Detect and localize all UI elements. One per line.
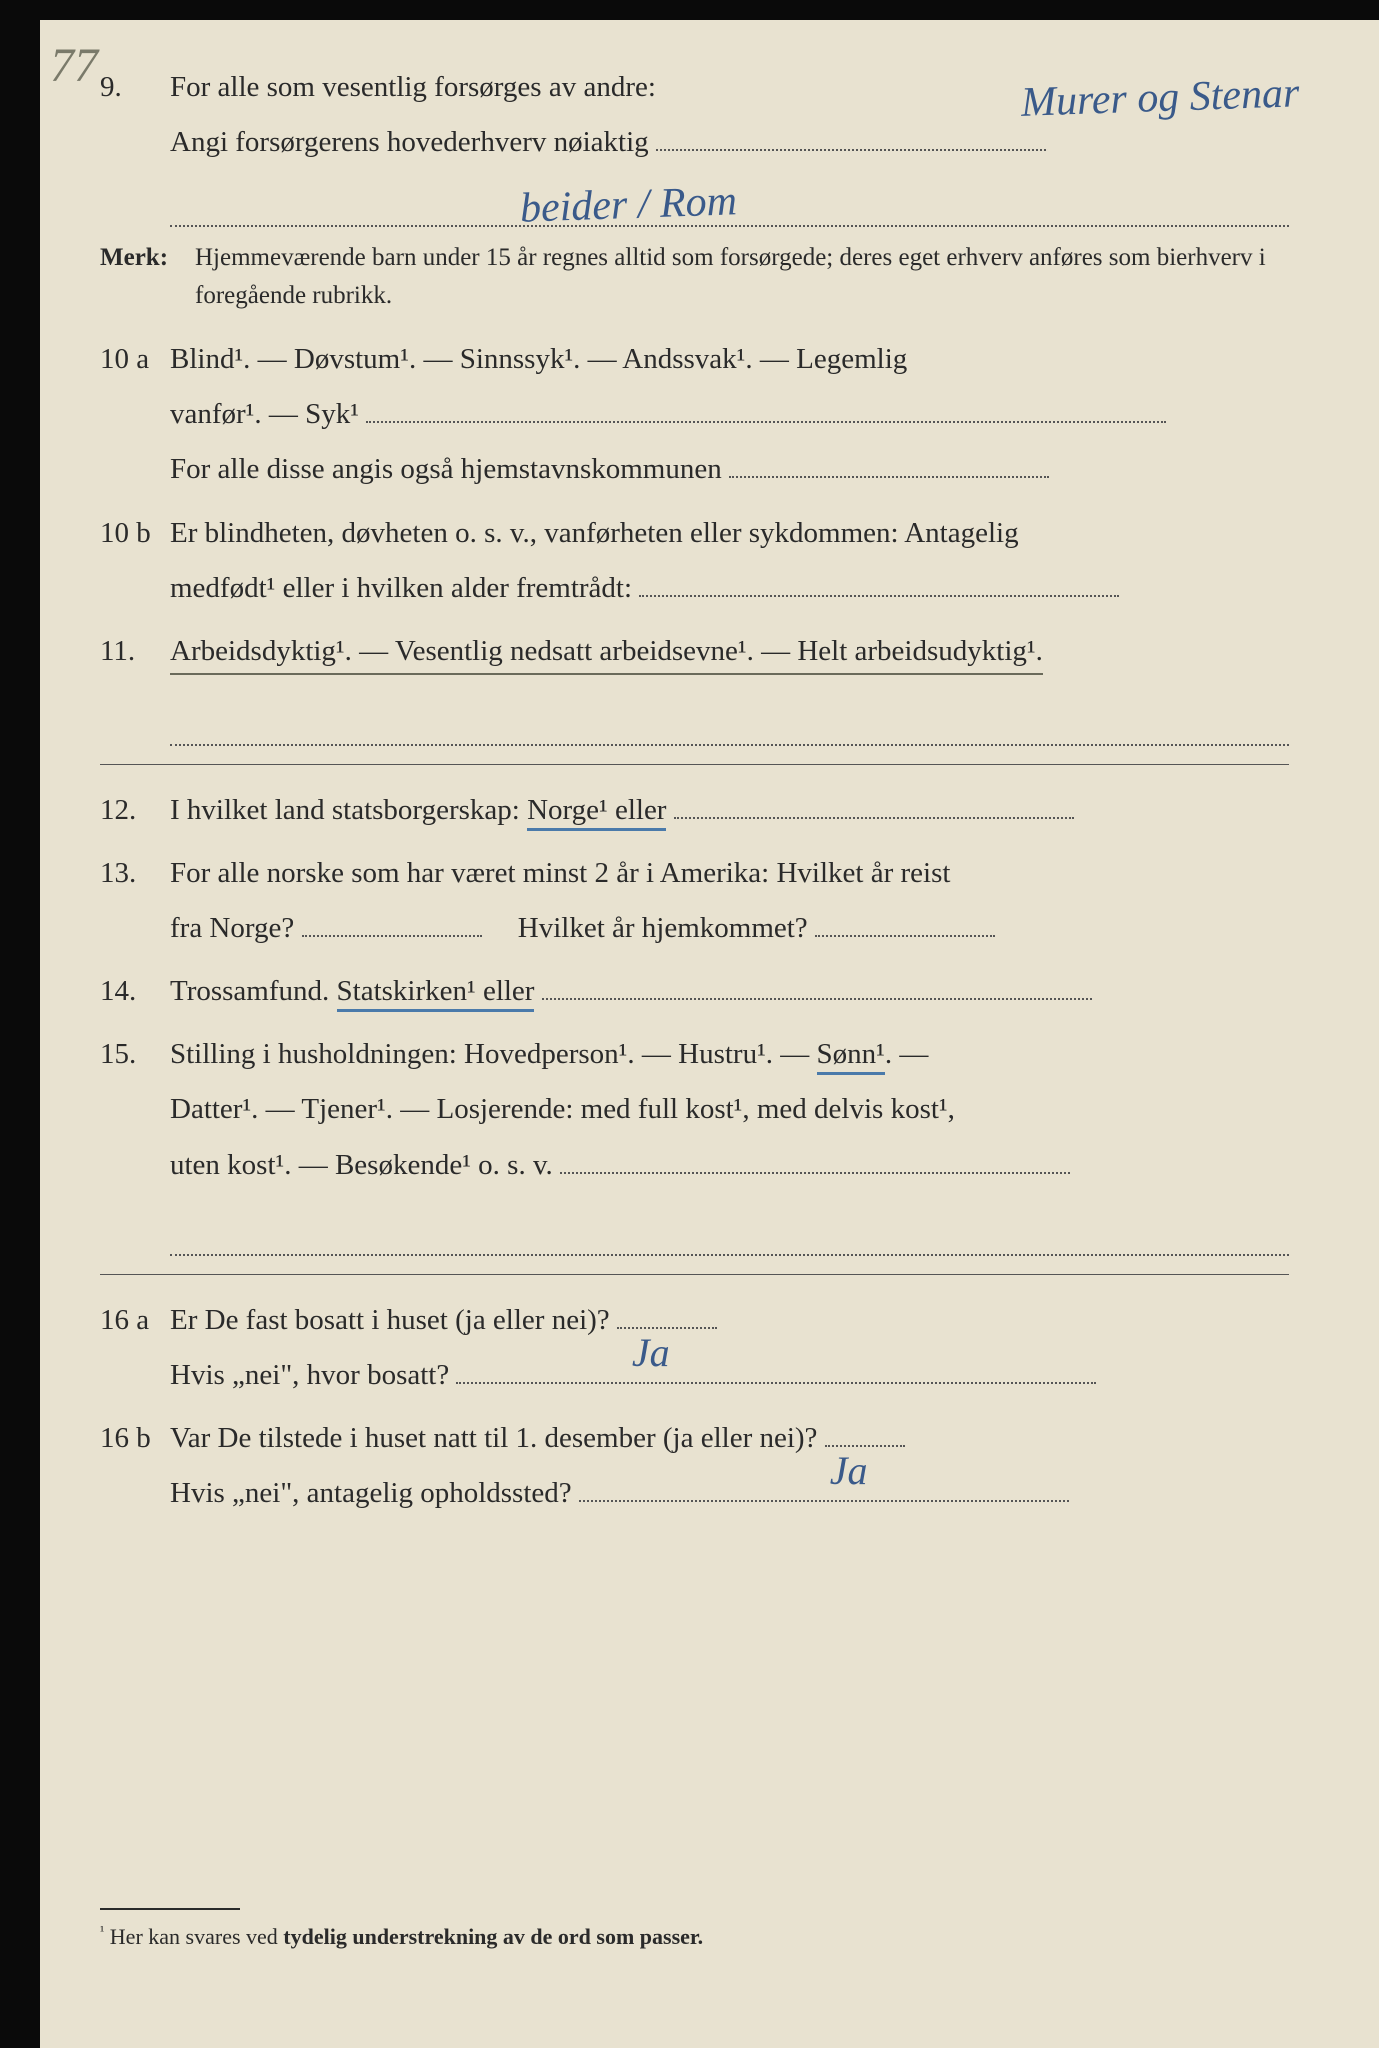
q10a-line2: vanfør¹. — Syk¹	[170, 398, 359, 430]
q10a-line3: For alle disse angis også hjemstavnskomm…	[170, 453, 722, 485]
q14-blank	[542, 998, 1092, 1000]
q12-pre: I hvilket land statsborgerskap:	[170, 794, 527, 826]
footnote-text-b: tydelig understrekning av de ord som pas…	[283, 1924, 703, 1949]
question-12: 12. I hvilket land statsborgerskap: Norg…	[100, 783, 1289, 838]
question-10a: 10 a Blind¹. — Døvstum¹. — Sinnssyk¹. — …	[100, 332, 1289, 497]
q11-blank-line	[170, 689, 1289, 746]
question-9: 9. For alle som vesentlig forsørges av a…	[100, 60, 1289, 227]
q15-sonn: Sønn¹	[817, 1038, 885, 1075]
q12-underlined: Norge¹ eller	[527, 794, 666, 831]
question-16b: 16 b Var De tilstede i huset natt til 1.…	[100, 1411, 1289, 1521]
q16a-answer: Ja	[632, 1315, 670, 1391]
q14-content: Trossamfund. Statskirken¹ eller	[170, 964, 1289, 1019]
page-number-handwritten: 77	[50, 20, 98, 111]
q10b-number: 10 b	[100, 506, 170, 616]
q10a-line1: Blind¹. — Døvstum¹. — Sinnssyk¹. — Andss…	[170, 332, 1289, 387]
question-13: 13. For alle norske som har været minst …	[100, 846, 1289, 956]
q13-number: 13.	[100, 846, 170, 956]
q13-blank1	[302, 935, 482, 937]
q12-content: I hvilket land statsborgerskap: Norge¹ e…	[170, 783, 1289, 838]
q12-number: 12.	[100, 783, 170, 838]
q13-line2a: fra Norge?	[170, 912, 294, 944]
q16b-answer: Ja	[830, 1433, 868, 1509]
footnote: ¹ Her kan svares ved tydelig understrekn…	[100, 1908, 703, 1958]
q11-content: Arbeidsdyktig¹. — Vesentlig nedsatt arbe…	[170, 624, 1289, 746]
q16a-number: 16 a	[100, 1293, 170, 1403]
footnote-marker: ¹	[100, 1924, 104, 1940]
q14-underlined: Statskirken¹ eller	[337, 975, 535, 1012]
q13-blank2	[815, 935, 995, 937]
q10a-number: 10 a	[100, 332, 170, 497]
q16b-number: 16 b	[100, 1411, 170, 1521]
merk-text: Hjemmeværende barn under 15 år regnes al…	[195, 239, 1289, 314]
q16a-line2: Hvis „nei", hvor bosatt?	[170, 1359, 449, 1391]
q16a-blank2	[456, 1382, 1096, 1384]
question-15: 15. Stilling i husholdningen: Hovedperso…	[100, 1027, 1289, 1255]
divider-2	[100, 1274, 1289, 1275]
q10b-content: Er blindheten, døvheten o. s. v., vanfør…	[170, 506, 1289, 616]
q16b-blank1: Ja	[825, 1445, 905, 1447]
divider-1	[100, 764, 1289, 765]
q16a-blank1: Ja	[617, 1327, 717, 1329]
q10b-blank	[639, 595, 1119, 597]
scan-border-left	[0, 0, 40, 2048]
q9-handwritten-2: beider / Rom	[519, 162, 739, 249]
question-16a: 16 a Er De fast bosatt i huset (ja eller…	[100, 1293, 1289, 1403]
q15-line2: Datter¹. — Tjener¹. — Losjerende: med fu…	[170, 1082, 1289, 1137]
q9-blank-line: beider / Rom	[170, 170, 1289, 227]
q9-line1: For alle som vesentlig forsørges av andr…	[170, 71, 656, 103]
q11-text: Arbeidsdyktig¹. — Vesentlig nedsatt arbe…	[170, 635, 1043, 667]
q15-content: Stilling i husholdningen: Hovedperson¹. …	[170, 1027, 1289, 1255]
q12-blank	[674, 817, 1074, 819]
scan-border-top	[0, 0, 1379, 20]
form-page: 77 9. For alle som vesentlig forsørges a…	[0, 0, 1379, 2048]
q15-blank	[560, 1172, 1070, 1174]
footnote-text-a: Her kan svares ved	[110, 1924, 284, 1949]
q11-number: 11.	[100, 624, 170, 746]
q10a-blank	[366, 421, 1166, 423]
question-11: 11. Arbeidsdyktig¹. — Vesentlig nedsatt …	[100, 624, 1289, 746]
q14-number: 14.	[100, 964, 170, 1019]
q15-number: 15.	[100, 1027, 170, 1255]
q10b-line1: Er blindheten, døvheten o. s. v., vanfør…	[170, 506, 1289, 561]
question-14: 14. Trossamfund. Statskirken¹ eller	[100, 964, 1289, 1019]
q15-line1a: Stilling i husholdningen: Hovedperson¹. …	[170, 1038, 817, 1070]
q16b-line2: Hvis „nei", antagelig opholdssted?	[170, 1477, 572, 1509]
merk-label: Merk:	[100, 239, 195, 314]
q15-line3: uten kost¹. — Besøkende¹ o. s. v.	[170, 1149, 553, 1181]
q16b-blank2	[579, 1500, 1069, 1502]
q14-pre: Trossamfund.	[170, 975, 337, 1007]
q13-line1: For alle norske som har været minst 2 år…	[170, 846, 1289, 901]
q15-blank-line	[170, 1199, 1289, 1256]
q16a-line1: Er De fast bosatt i huset (ja eller nei)…	[170, 1304, 610, 1336]
q15-line1b: . —	[885, 1038, 929, 1070]
q16b-content: Var De tilstede i huset natt til 1. dese…	[170, 1411, 1289, 1521]
q9-line2: Angi forsørgerens hovederhverv nøiaktig	[170, 126, 649, 158]
q9-content: For alle som vesentlig forsørges av andr…	[170, 60, 1289, 227]
q10a-blank2	[729, 476, 1049, 478]
q10a-content: Blind¹. — Døvstum¹. — Sinnssyk¹. — Andss…	[170, 332, 1289, 497]
q13-content: For alle norske som har været minst 2 år…	[170, 846, 1289, 956]
q10b-line2: medfødt¹ eller i hvilken alder fremtrådt…	[170, 572, 632, 604]
footnote-rule	[100, 1908, 240, 1910]
question-10b: 10 b Er blindheten, døvheten o. s. v., v…	[100, 506, 1289, 616]
q9-number: 9.	[100, 60, 170, 227]
q9-blank-1	[656, 149, 1046, 151]
q16a-content: Er De fast bosatt i huset (ja eller nei)…	[170, 1293, 1289, 1403]
q13-line2b: Hvilket år hjemkommet?	[518, 912, 808, 944]
q9-handwritten-1: Murer og Stenar	[1019, 54, 1300, 143]
q16b-line1: Var De tilstede i huset natt til 1. dese…	[170, 1422, 817, 1454]
note-merk: Merk: Hjemmeværende barn under 15 år reg…	[100, 239, 1289, 314]
